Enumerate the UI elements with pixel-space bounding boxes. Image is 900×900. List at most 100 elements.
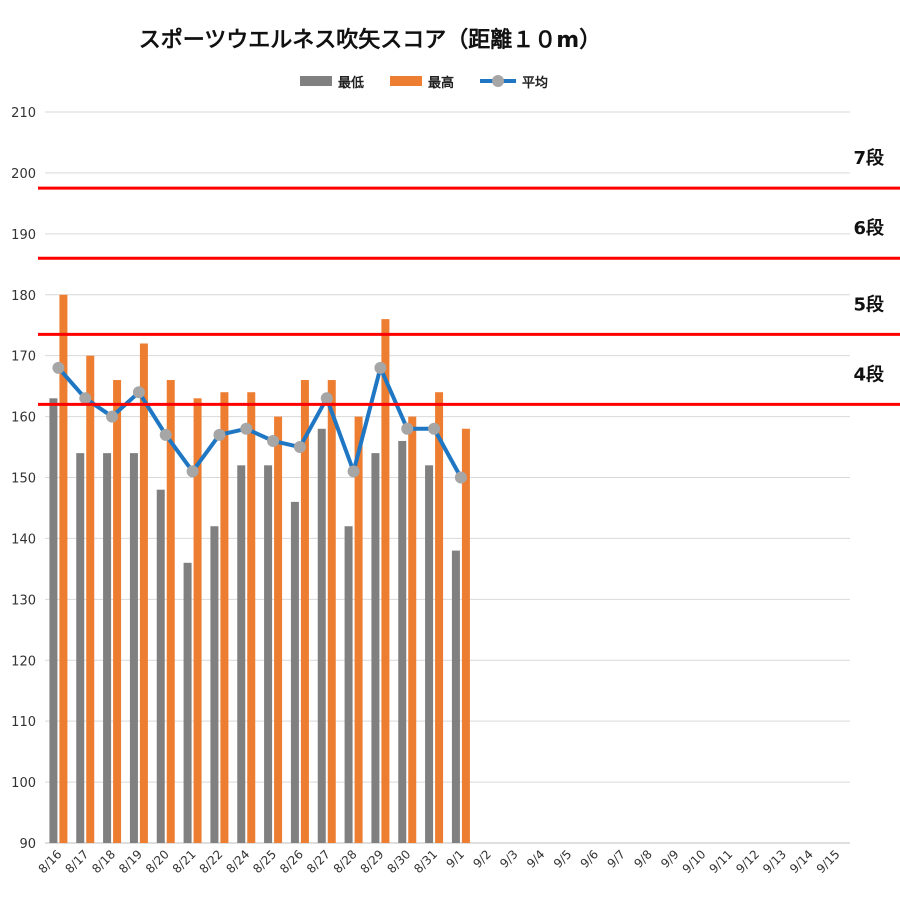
y-tick-label: 110 bbox=[11, 715, 36, 730]
bar-min bbox=[425, 465, 434, 843]
x-tick-label: 8/31 bbox=[411, 847, 440, 876]
bar-min bbox=[103, 453, 112, 843]
x-tick-label: 8/26 bbox=[277, 847, 306, 876]
reference-label: 5段 bbox=[853, 293, 885, 315]
bar-min bbox=[156, 489, 165, 843]
bar-max bbox=[461, 428, 470, 843]
legend-swatch-avg bbox=[480, 75, 517, 87]
avg-point bbox=[454, 471, 467, 484]
bar-min bbox=[237, 465, 246, 843]
y-tick-label: 170 bbox=[11, 350, 36, 365]
y-tick-label: 90 bbox=[19, 837, 36, 852]
bar-max bbox=[274, 416, 283, 843]
avg-point bbox=[293, 441, 306, 454]
legend-swatch-min bbox=[300, 76, 332, 86]
bar-min bbox=[451, 550, 460, 843]
legend: 最低 最高 平均 bbox=[300, 70, 548, 92]
y-tick-label: 190 bbox=[11, 228, 36, 243]
x-tick-label: 8/27 bbox=[304, 847, 333, 876]
y-tick-label: 120 bbox=[11, 654, 36, 669]
legend-label-min: 最低 bbox=[338, 75, 365, 91]
y-tick-label: 160 bbox=[11, 411, 36, 426]
x-tick-label: 9/15 bbox=[814, 847, 843, 876]
chart-title: スポーツウエルネス吹矢スコア（距離１０m） bbox=[138, 28, 602, 53]
x-tick-label: 9/11 bbox=[706, 847, 735, 876]
x-tick-label: 8/17 bbox=[62, 847, 91, 876]
x-tick-label: 9/8 bbox=[631, 847, 655, 871]
x-tick-label: 9/10 bbox=[680, 847, 709, 876]
y-tick-label: 210 bbox=[11, 106, 36, 121]
x-tick-label: 8/22 bbox=[197, 847, 226, 876]
x-tick-label: 8/28 bbox=[331, 847, 360, 876]
avg-point bbox=[159, 428, 172, 441]
bar-min bbox=[76, 453, 85, 843]
avg-point bbox=[132, 386, 145, 399]
bar-max bbox=[193, 398, 202, 843]
x-tick-label: 9/14 bbox=[787, 847, 816, 876]
y-tick-label: 130 bbox=[11, 593, 36, 608]
x-tick-label: 8/25 bbox=[250, 847, 279, 876]
x-tick-label: 9/2 bbox=[470, 847, 494, 871]
bar-max bbox=[300, 380, 309, 843]
bar-min bbox=[371, 453, 380, 843]
bar-min bbox=[129, 453, 138, 843]
x-tick-label: 8/18 bbox=[89, 847, 118, 876]
avg-point bbox=[240, 422, 253, 435]
y-tick-label: 180 bbox=[11, 289, 36, 304]
bar-min bbox=[49, 398, 58, 843]
legend-item-max: 最高 bbox=[390, 72, 454, 91]
y-tick-label: 150 bbox=[11, 472, 36, 487]
x-tick-label: 8/16 bbox=[36, 847, 65, 876]
x-tick-label: 8/21 bbox=[170, 847, 199, 876]
avg-point bbox=[52, 361, 65, 374]
bar-min bbox=[398, 440, 407, 843]
bar-min bbox=[290, 501, 299, 843]
legend-item-min: 最低 bbox=[300, 72, 364, 91]
avg-point bbox=[186, 465, 199, 478]
avg-point bbox=[428, 422, 441, 435]
x-tick-label: 9/12 bbox=[733, 847, 762, 876]
x-tick-label: 9/6 bbox=[578, 847, 602, 871]
x-tick-label: 9/1 bbox=[443, 847, 467, 871]
bar-max bbox=[408, 416, 417, 843]
legend-label-avg: 平均 bbox=[522, 75, 549, 91]
bar-min bbox=[317, 428, 326, 843]
x-tick-label: 9/13 bbox=[760, 847, 789, 876]
avg-point bbox=[213, 428, 226, 441]
bar-max bbox=[381, 319, 390, 843]
legend-swatch-max bbox=[390, 76, 423, 86]
avg-point bbox=[79, 392, 92, 405]
x-tick-label: 9/7 bbox=[604, 847, 628, 871]
x-tick-label: 8/19 bbox=[116, 847, 145, 876]
x-tick-label: 8/20 bbox=[143, 847, 172, 876]
bar-max bbox=[220, 392, 229, 843]
y-tick-label: 140 bbox=[11, 532, 36, 547]
reference-label: 7段 bbox=[853, 147, 885, 169]
bar-min bbox=[210, 526, 219, 843]
x-tick-label: 8/24 bbox=[223, 847, 252, 876]
x-tick-label: 9/9 bbox=[658, 847, 682, 871]
bar-min bbox=[344, 526, 353, 843]
bar-max bbox=[247, 392, 256, 843]
avg-point bbox=[347, 465, 360, 478]
avg-point bbox=[401, 422, 414, 435]
avg-point bbox=[374, 361, 387, 374]
x-tick-label: 9/3 bbox=[497, 847, 521, 871]
y-tick-label: 200 bbox=[11, 167, 36, 182]
legend-label-max: 最高 bbox=[428, 75, 455, 91]
bar-max bbox=[435, 392, 444, 843]
legend-item-avg: 平均 bbox=[480, 72, 548, 91]
reference-label: 6段 bbox=[853, 217, 885, 239]
reference-label: 4段 bbox=[853, 363, 885, 385]
x-tick-label: 9/4 bbox=[524, 847, 548, 871]
bar-max bbox=[354, 416, 363, 843]
x-tick-label: 8/29 bbox=[358, 847, 387, 876]
bar-max bbox=[166, 380, 175, 843]
x-tick-label: 9/5 bbox=[551, 847, 575, 871]
y-tick-label: 100 bbox=[11, 776, 36, 791]
avg-point bbox=[106, 410, 119, 423]
bar-max bbox=[327, 380, 336, 843]
x-tick-label: 8/30 bbox=[384, 847, 413, 876]
